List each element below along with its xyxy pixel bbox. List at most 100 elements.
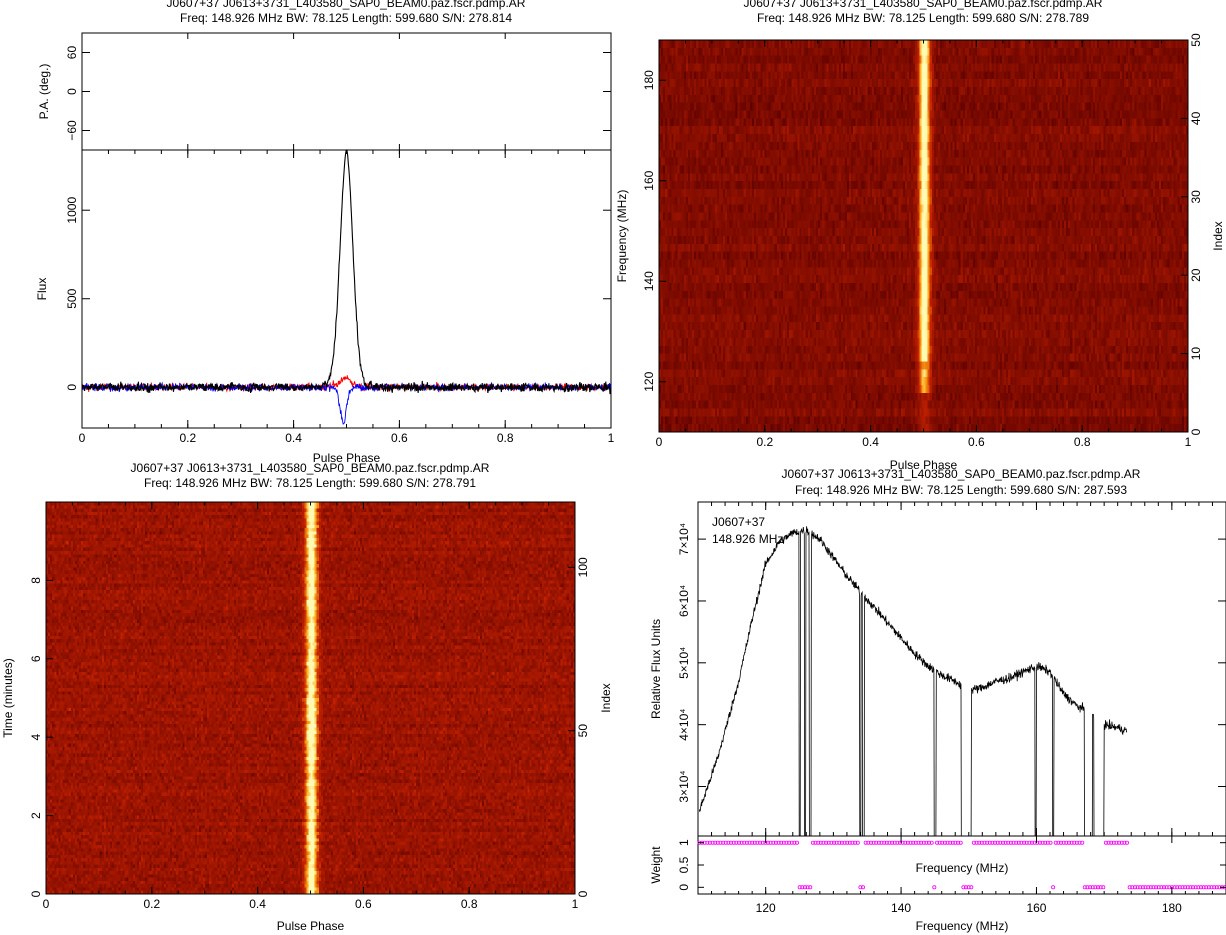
weight-point xyxy=(1035,840,1040,845)
weight-point xyxy=(1011,840,1016,845)
weight-point xyxy=(990,840,995,845)
freq-phase-y2tick-label: 30 xyxy=(1189,190,1203,204)
weight-point xyxy=(961,885,966,890)
freq-phase-y2label: Index xyxy=(1211,221,1225,250)
bandpass-ytick-label: 3×10⁴ xyxy=(677,770,691,802)
weight-point xyxy=(940,840,945,845)
weight-point xyxy=(1175,885,1180,890)
weight-point xyxy=(855,840,860,845)
weight-point xyxy=(1056,840,1061,845)
weight-point xyxy=(1180,885,1185,890)
weight-point xyxy=(755,840,760,845)
weight-point xyxy=(913,840,918,845)
freq-phase-ytick-label: 140 xyxy=(642,271,656,291)
weight-point xyxy=(1051,885,1056,890)
weight-point xyxy=(1088,885,1093,890)
time-phase-heatmap-image xyxy=(46,502,575,894)
weight-point xyxy=(773,840,778,845)
weight-point xyxy=(892,840,897,845)
weight-point xyxy=(710,840,715,845)
freq-phase-ytick-label: 180 xyxy=(642,70,656,90)
freq-phase-title: J0607+37 J0613+3731_L403580_SAP0_BEAM0.p… xyxy=(744,0,1103,10)
time-phase-y2tick-label: 0 xyxy=(576,890,590,897)
time-phase-y2tick-label: 50 xyxy=(576,724,590,738)
weight-point xyxy=(1096,885,1101,890)
profile-subtitle: Freq: 148.926 MHz BW: 78.125 Length: 599… xyxy=(180,11,512,25)
time-phase-xtick-label: 0.2 xyxy=(143,897,160,911)
weight-point xyxy=(1048,840,1053,845)
weight-point xyxy=(971,840,976,845)
bandpass-ylabel: Relative Flux Units xyxy=(649,619,663,719)
weight-point xyxy=(1151,885,1156,890)
weight-point xyxy=(927,840,932,845)
weight-point xyxy=(795,840,800,845)
weight-point xyxy=(948,840,953,845)
weight-point xyxy=(718,840,723,845)
weight-point xyxy=(1111,840,1116,845)
weight-point xyxy=(752,840,757,845)
weight-point xyxy=(810,840,815,845)
weight-point xyxy=(921,840,926,845)
weight-point xyxy=(734,840,739,845)
weight-point xyxy=(742,840,747,845)
weight-point xyxy=(1122,840,1127,845)
weight-point xyxy=(871,840,876,845)
weight-point xyxy=(721,840,726,845)
weight-point xyxy=(787,840,792,845)
weight-point xyxy=(808,885,813,890)
weight-point xyxy=(1119,840,1124,845)
weight-point xyxy=(879,840,884,845)
time-phase-xtick-label: 1 xyxy=(572,897,579,911)
weight-point xyxy=(987,840,992,845)
weight-point xyxy=(884,840,889,845)
weight-point xyxy=(818,840,823,845)
time-phase-title: J0607+37 J0613+3731_L403580_SAP0_BEAM0.p… xyxy=(131,461,490,475)
weight-point xyxy=(937,840,942,845)
weight-point xyxy=(1193,885,1198,890)
bandpass-ytick-label: 6×10⁴ xyxy=(677,585,691,617)
bandpass-annotation-freq: 148.926 MHz xyxy=(712,532,783,546)
weight-point xyxy=(1188,885,1193,890)
weight-point xyxy=(1064,840,1069,845)
weight-point xyxy=(1045,840,1050,845)
weight-point xyxy=(1164,885,1169,890)
weight-point xyxy=(839,840,844,845)
freq-phase-y2tick-label: 20 xyxy=(1189,268,1203,282)
weight-xtick-label: 140 xyxy=(891,901,911,915)
weight-point xyxy=(760,840,765,845)
weight-point xyxy=(813,840,818,845)
weight-point xyxy=(853,840,858,845)
weight-point xyxy=(1125,840,1130,845)
weight-point xyxy=(932,885,937,890)
freq-phase-heatmap-image xyxy=(659,40,1188,432)
weight-point xyxy=(723,840,728,845)
weight-point xyxy=(1024,840,1029,845)
weight-point xyxy=(1148,885,1153,890)
weight-point xyxy=(974,840,979,845)
weight-point xyxy=(726,840,731,845)
profile-xtick-label: 0.8 xyxy=(497,431,514,445)
time-phase-y2tick-label: 100 xyxy=(576,557,590,577)
weight-point xyxy=(908,840,913,845)
weight-point xyxy=(876,840,881,845)
pa-ytick-label: 60 xyxy=(65,46,79,60)
weight-point xyxy=(1154,885,1159,890)
weight-point xyxy=(1204,885,1209,890)
weight-point xyxy=(832,840,837,845)
profile-xtick-label: 0.4 xyxy=(285,431,302,445)
pa-frame xyxy=(81,32,612,151)
weight-point xyxy=(1001,840,1006,845)
weight-ytick-label: 1 xyxy=(677,839,691,846)
weight-point xyxy=(1022,840,1027,845)
weight-point xyxy=(1199,885,1204,890)
weight-point xyxy=(750,840,755,845)
weight-point xyxy=(929,840,934,845)
profile-ylabel: Flux xyxy=(35,278,49,301)
freq-phase-ylabel: Frequency (MHz) xyxy=(615,190,629,283)
freq-phase-xtick-label: 0.8 xyxy=(1074,435,1091,449)
weight-point xyxy=(1103,840,1108,845)
time-phase-xtick-label: 0.4 xyxy=(249,897,266,911)
weight-point xyxy=(1014,840,1019,845)
